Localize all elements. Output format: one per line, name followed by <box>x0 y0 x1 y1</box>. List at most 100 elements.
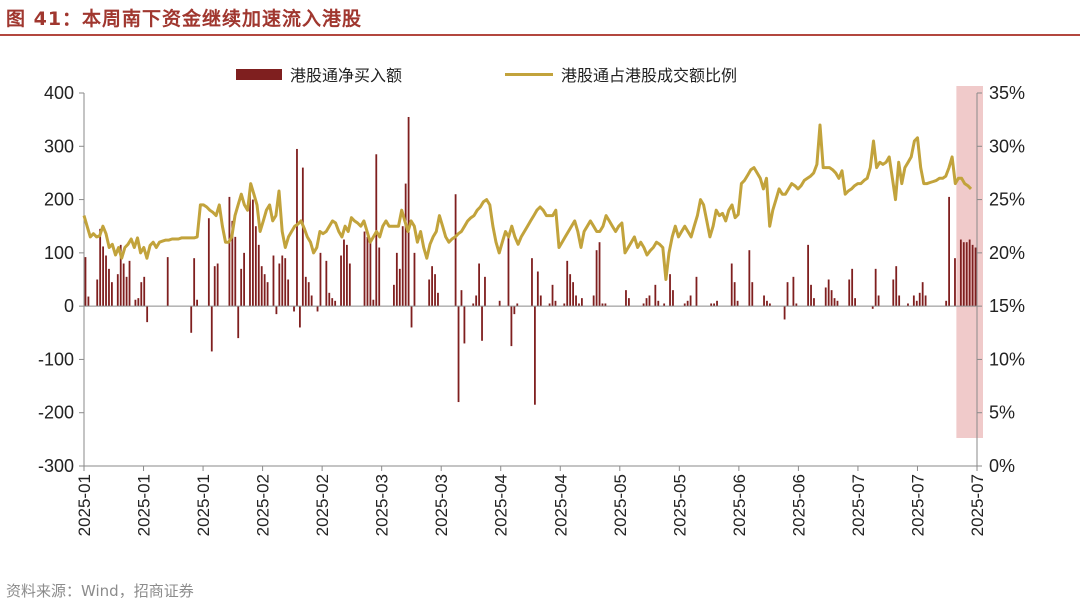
bar-net-buy <box>287 279 290 307</box>
bar-net-buy <box>240 268 243 307</box>
right-tick-label: 25% <box>989 190 1025 210</box>
bar-net-buy <box>137 298 140 307</box>
bar-net-buy <box>134 299 137 307</box>
bar-net-buy <box>404 183 407 307</box>
bar-net-buy <box>921 282 924 307</box>
bar-net-buy <box>736 300 739 307</box>
bar-net-buy <box>813 298 815 307</box>
bar-net-buy <box>348 263 351 307</box>
bar-net-buy <box>407 116 410 307</box>
bar-net-buy <box>716 300 718 307</box>
bar-net-buy <box>548 303 551 307</box>
bar-net-buy <box>918 292 921 307</box>
bar-net-buy <box>563 303 566 307</box>
bar-net-buy <box>146 306 149 323</box>
x-tick-label: 2025-01 <box>194 474 213 536</box>
bar-net-buy <box>228 196 231 307</box>
bar-net-buy <box>484 276 486 307</box>
x-tick-label: 2025-01 <box>75 474 94 536</box>
bar-net-buy <box>278 263 281 307</box>
bar-net-buy <box>434 274 436 307</box>
bar-net-buy <box>210 306 213 352</box>
bar-net-buy <box>510 306 513 347</box>
bar-net-buy <box>249 186 251 307</box>
left-tick-label: -300 <box>38 456 74 476</box>
bar-net-buy <box>683 303 686 307</box>
bar-net-buy <box>125 276 128 307</box>
left-tick-label: -100 <box>38 349 74 369</box>
bar-net-buy <box>516 303 519 307</box>
bar-net-buy <box>601 303 604 307</box>
left-tick-label: 400 <box>44 83 74 103</box>
bar-net-buy <box>475 295 478 307</box>
bar-net-buy <box>554 300 557 307</box>
bar-net-buy <box>924 295 927 307</box>
left-tick-label: 300 <box>44 136 74 156</box>
bar-net-buy <box>478 263 480 307</box>
legend-line-swatch <box>505 72 553 76</box>
bar-net-buy <box>272 255 275 307</box>
bar-net-buy <box>566 260 569 307</box>
bar-net-buy <box>481 306 483 341</box>
bar-net-buy <box>625 290 627 307</box>
bar-net-buy <box>216 263 219 307</box>
x-tick-label: 2025-03 <box>373 474 392 536</box>
bar-net-buy <box>645 298 648 307</box>
right-tick-label: 35% <box>989 83 1025 103</box>
bar-net-buy <box>695 276 698 307</box>
bar-net-buy <box>102 246 104 307</box>
bar-net-buy <box>257 244 260 307</box>
bar-net-buy <box>572 282 574 307</box>
bar-net-buy <box>431 266 433 307</box>
bar-net-buy <box>669 274 671 307</box>
bar-net-buy <box>460 290 463 307</box>
x-tick-label: 2025-07 <box>968 474 987 536</box>
bar-net-buy <box>193 258 196 307</box>
legend-item-line: 港股通占港股成交额比例 <box>505 62 737 86</box>
bar-net-buy <box>243 252 245 307</box>
left-tick-label: 0 <box>64 296 74 316</box>
bar-net-buy <box>915 300 918 307</box>
bar-net-buy <box>299 306 301 328</box>
bar-net-buy <box>263 274 266 307</box>
bar-net-buy <box>111 282 113 307</box>
bar-net-buy <box>959 239 962 307</box>
bar-net-buy <box>316 306 319 312</box>
bar-net-buy <box>733 282 736 307</box>
legend-label-bars: 港股通净买入额 <box>290 66 403 85</box>
bar-net-buy <box>592 295 595 307</box>
x-tick-label: 2025-06 <box>789 474 808 536</box>
x-tick-label: 2025-02 <box>313 474 332 536</box>
title-underline <box>0 34 1080 36</box>
bar-net-buy <box>331 298 334 307</box>
bar-net-buy <box>213 266 216 307</box>
bar-net-buy <box>143 276 146 307</box>
bar-net-buy <box>657 300 660 307</box>
bar-net-buy <box>266 282 269 307</box>
bar-net-buy <box>428 279 431 307</box>
bar-net-buy <box>713 303 715 307</box>
legend-bar-swatch <box>236 68 282 80</box>
bar-net-buy <box>166 257 169 307</box>
bar-net-buy <box>307 282 310 307</box>
bar-net-buy <box>795 303 798 307</box>
bar-net-buy <box>807 244 809 307</box>
left-tick-label: -200 <box>38 403 74 423</box>
chart-legend: 港股通净买入额 港股通占港股成交额比例 <box>0 62 1080 86</box>
x-tick-label: 2025-04 <box>551 474 570 536</box>
x-tick-label: 2025-04 <box>492 474 511 536</box>
bar-net-buy <box>892 279 895 307</box>
bar-net-buy <box>507 236 510 307</box>
bar-net-buy <box>689 295 692 307</box>
bar-net-buy <box>595 250 598 307</box>
bar-net-buy <box>810 284 812 307</box>
x-tick-label: 2025-03 <box>432 474 451 536</box>
bar-net-buy <box>642 303 645 307</box>
bar-net-buy <box>954 258 956 307</box>
bar-net-buy <box>569 274 572 307</box>
bar-net-buy <box>463 306 466 344</box>
bar-net-buy <box>851 268 854 307</box>
bar-net-buy <box>513 306 516 315</box>
bar-net-buy <box>190 306 193 333</box>
